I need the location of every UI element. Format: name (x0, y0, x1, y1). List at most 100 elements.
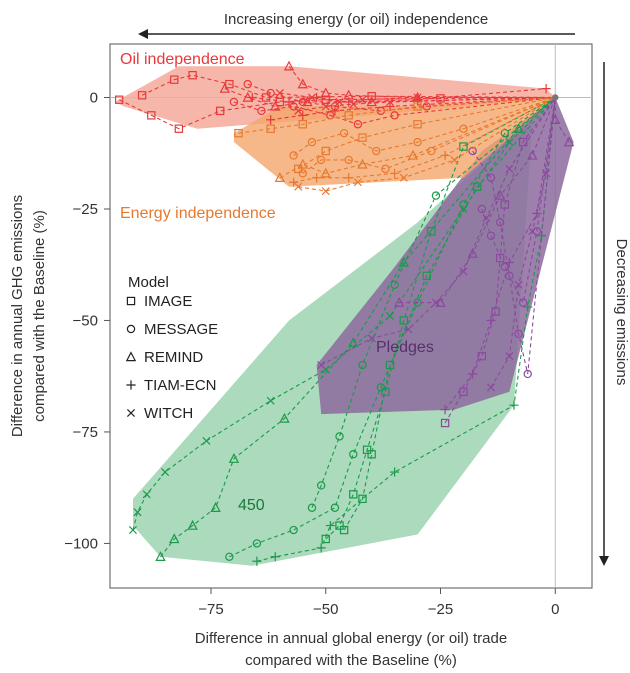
hull-pledges (316, 97, 574, 415)
point-oil-image-1-4 (261, 93, 271, 102)
series-line-pledges-plus-5 (444, 97, 556, 410)
point-s450-image-0-6 (427, 227, 436, 236)
series-line-oil-circle-3 (233, 96, 556, 125)
series-line-s450-circle-3 (311, 97, 556, 508)
point-s450-circle-2-8 (500, 128, 509, 138)
point-pledges-circle-2-3 (518, 298, 528, 307)
point-pledges-cross-6-4 (459, 267, 468, 276)
point-energy-image-0-3 (344, 111, 353, 120)
point-s450-triangle-4-1 (169, 533, 180, 544)
series-line-pledges-triangle-4 (554, 97, 570, 143)
point-energy-image-0-1 (266, 124, 275, 133)
y-tick-label: −75 (73, 424, 98, 441)
series-line-energy-plus-5 (293, 97, 556, 183)
point-oil-cross-8-0 (275, 89, 284, 98)
point-pledges-plus-5-2 (486, 315, 496, 326)
point-pledges-triangle-3-0 (394, 296, 405, 307)
axis-ticks: −75 −50 −25 0 0 −25 −50 −75 −100 (64, 90, 559, 618)
point-pledges-cross-7-1 (505, 352, 514, 361)
legend-marker-message (126, 324, 136, 334)
point-s450-triangle-4-2 (187, 519, 198, 530)
legend-entry-remind: REMIND (144, 349, 203, 366)
point-energy-cross-6-2 (353, 178, 362, 187)
x-axis-label-line1: Difference in annual global energy (or o… (195, 630, 507, 647)
point-s450-cross-6-4 (202, 436, 211, 445)
point-pledges-image-0-5 (500, 200, 509, 209)
point-pledges-cross-6-6 (505, 164, 514, 173)
hull-oil (114, 66, 556, 129)
point-energy-circle-2-2 (339, 128, 349, 138)
point-pledges-cross-6-0 (317, 361, 326, 370)
point-s450-triangle-4-5 (279, 412, 290, 423)
legend-marker-tiam-ecn (126, 380, 136, 390)
point-pledges-circle-1-5 (523, 369, 532, 379)
legend-marker-image (126, 296, 136, 306)
point-energy-circle-3-1 (316, 155, 326, 165)
point-energy-circle-2-4 (413, 137, 422, 147)
point-energy-circle-3-0 (298, 169, 307, 178)
series-line-s450-triangle-4 (160, 97, 556, 558)
legend-entry-message: MESSAGE (144, 321, 218, 338)
point-s450-cross-6-8 (459, 204, 468, 214)
point-oil-triangle-5-0 (219, 82, 230, 93)
point-pledges-circle-1-2 (495, 218, 505, 227)
point-pledges-image-0-0 (440, 418, 450, 428)
point-energy-plus-5-1 (311, 173, 322, 183)
point-energy-circle-3-2 (344, 155, 353, 165)
point-s450-plus-5-1 (270, 552, 280, 562)
point-energy-triangle-4-3 (357, 158, 368, 169)
point-energy-circle-3-3 (381, 164, 390, 174)
point-pledges-circle-2-4 (532, 227, 542, 236)
point-oil-plus-6-2 (311, 92, 322, 103)
point-s450-cross-6-5 (266, 396, 275, 405)
point-oil-cross-8-2 (335, 97, 344, 106)
point-s450-circle-2-4 (349, 450, 358, 459)
point-pledges-cross-7-0 (486, 383, 496, 392)
legend: Model IMAGE MESSAGE REMIND TIAM-ECN WITCH (125, 274, 218, 422)
point-oil-circle-3-1 (257, 106, 266, 116)
point-pledges-circle-1-4 (514, 329, 523, 339)
right-arrow-label: Decreasing emissions (613, 239, 630, 386)
legend-title: Model (128, 274, 169, 291)
point-energy-triangle-4-1 (297, 158, 308, 169)
point-pledges-plus-5-0 (440, 405, 450, 415)
point-energy-image-1-1 (321, 146, 330, 156)
point-oil-triangle-4-1 (297, 78, 308, 89)
region-label-energy: Energy independence (120, 205, 276, 222)
point-oil-image-0-0 (114, 95, 124, 104)
point-oil-cross-9-2 (349, 100, 358, 109)
series-line-pledges-circle-2 (481, 97, 556, 305)
point-s450-image-1-5 (473, 182, 482, 191)
point-pledges-triangle-3-4 (527, 149, 538, 160)
point-pledges-image-0-3 (491, 307, 500, 316)
point-oil-image-1-3 (225, 79, 234, 89)
point-energy-image-1-3 (413, 120, 422, 129)
point-oil-circle-3-2 (289, 102, 298, 111)
point-s450-plus-5-0 (252, 556, 262, 566)
point-oil-circle-2-5 (422, 102, 431, 111)
point-oil-plus-7-1 (298, 110, 308, 120)
point-oil-plus-6-1 (284, 97, 294, 107)
origin-point (552, 94, 559, 101)
series-line-oil-cross-8 (279, 92, 556, 103)
legend-entry-tiam-ecn: TIAM-ECN (144, 377, 217, 394)
x-tick-label: −75 (198, 601, 223, 618)
x-tick-label: 0 (551, 601, 559, 618)
region-label-450: 450 (238, 497, 265, 514)
series-line-s450-cross-6 (132, 97, 556, 531)
point-s450-triangle-4-4 (228, 452, 240, 463)
point-s450-circle-3-2 (335, 432, 344, 441)
point-s450-circle-2-5 (376, 383, 386, 392)
point-energy-image-0-2 (298, 120, 308, 129)
legend-marker-witch (126, 408, 136, 418)
legend-marker-remind (125, 351, 137, 362)
x-axis-label-line2: compared with the Baseline (%) (245, 652, 457, 669)
point-pledges-cross-6-1 (367, 334, 376, 343)
point-s450-cross-6-7 (385, 311, 395, 321)
top-arrow-label: Increasing energy (or oil) independence (224, 11, 488, 28)
point-s450-circle-2-1 (252, 539, 262, 548)
point-s450-circle-3-3 (358, 360, 367, 370)
plot-frame (109, 43, 593, 589)
point-s450-circle-3-4 (390, 280, 399, 289)
point-pledges-plus-5-3 (504, 257, 514, 268)
